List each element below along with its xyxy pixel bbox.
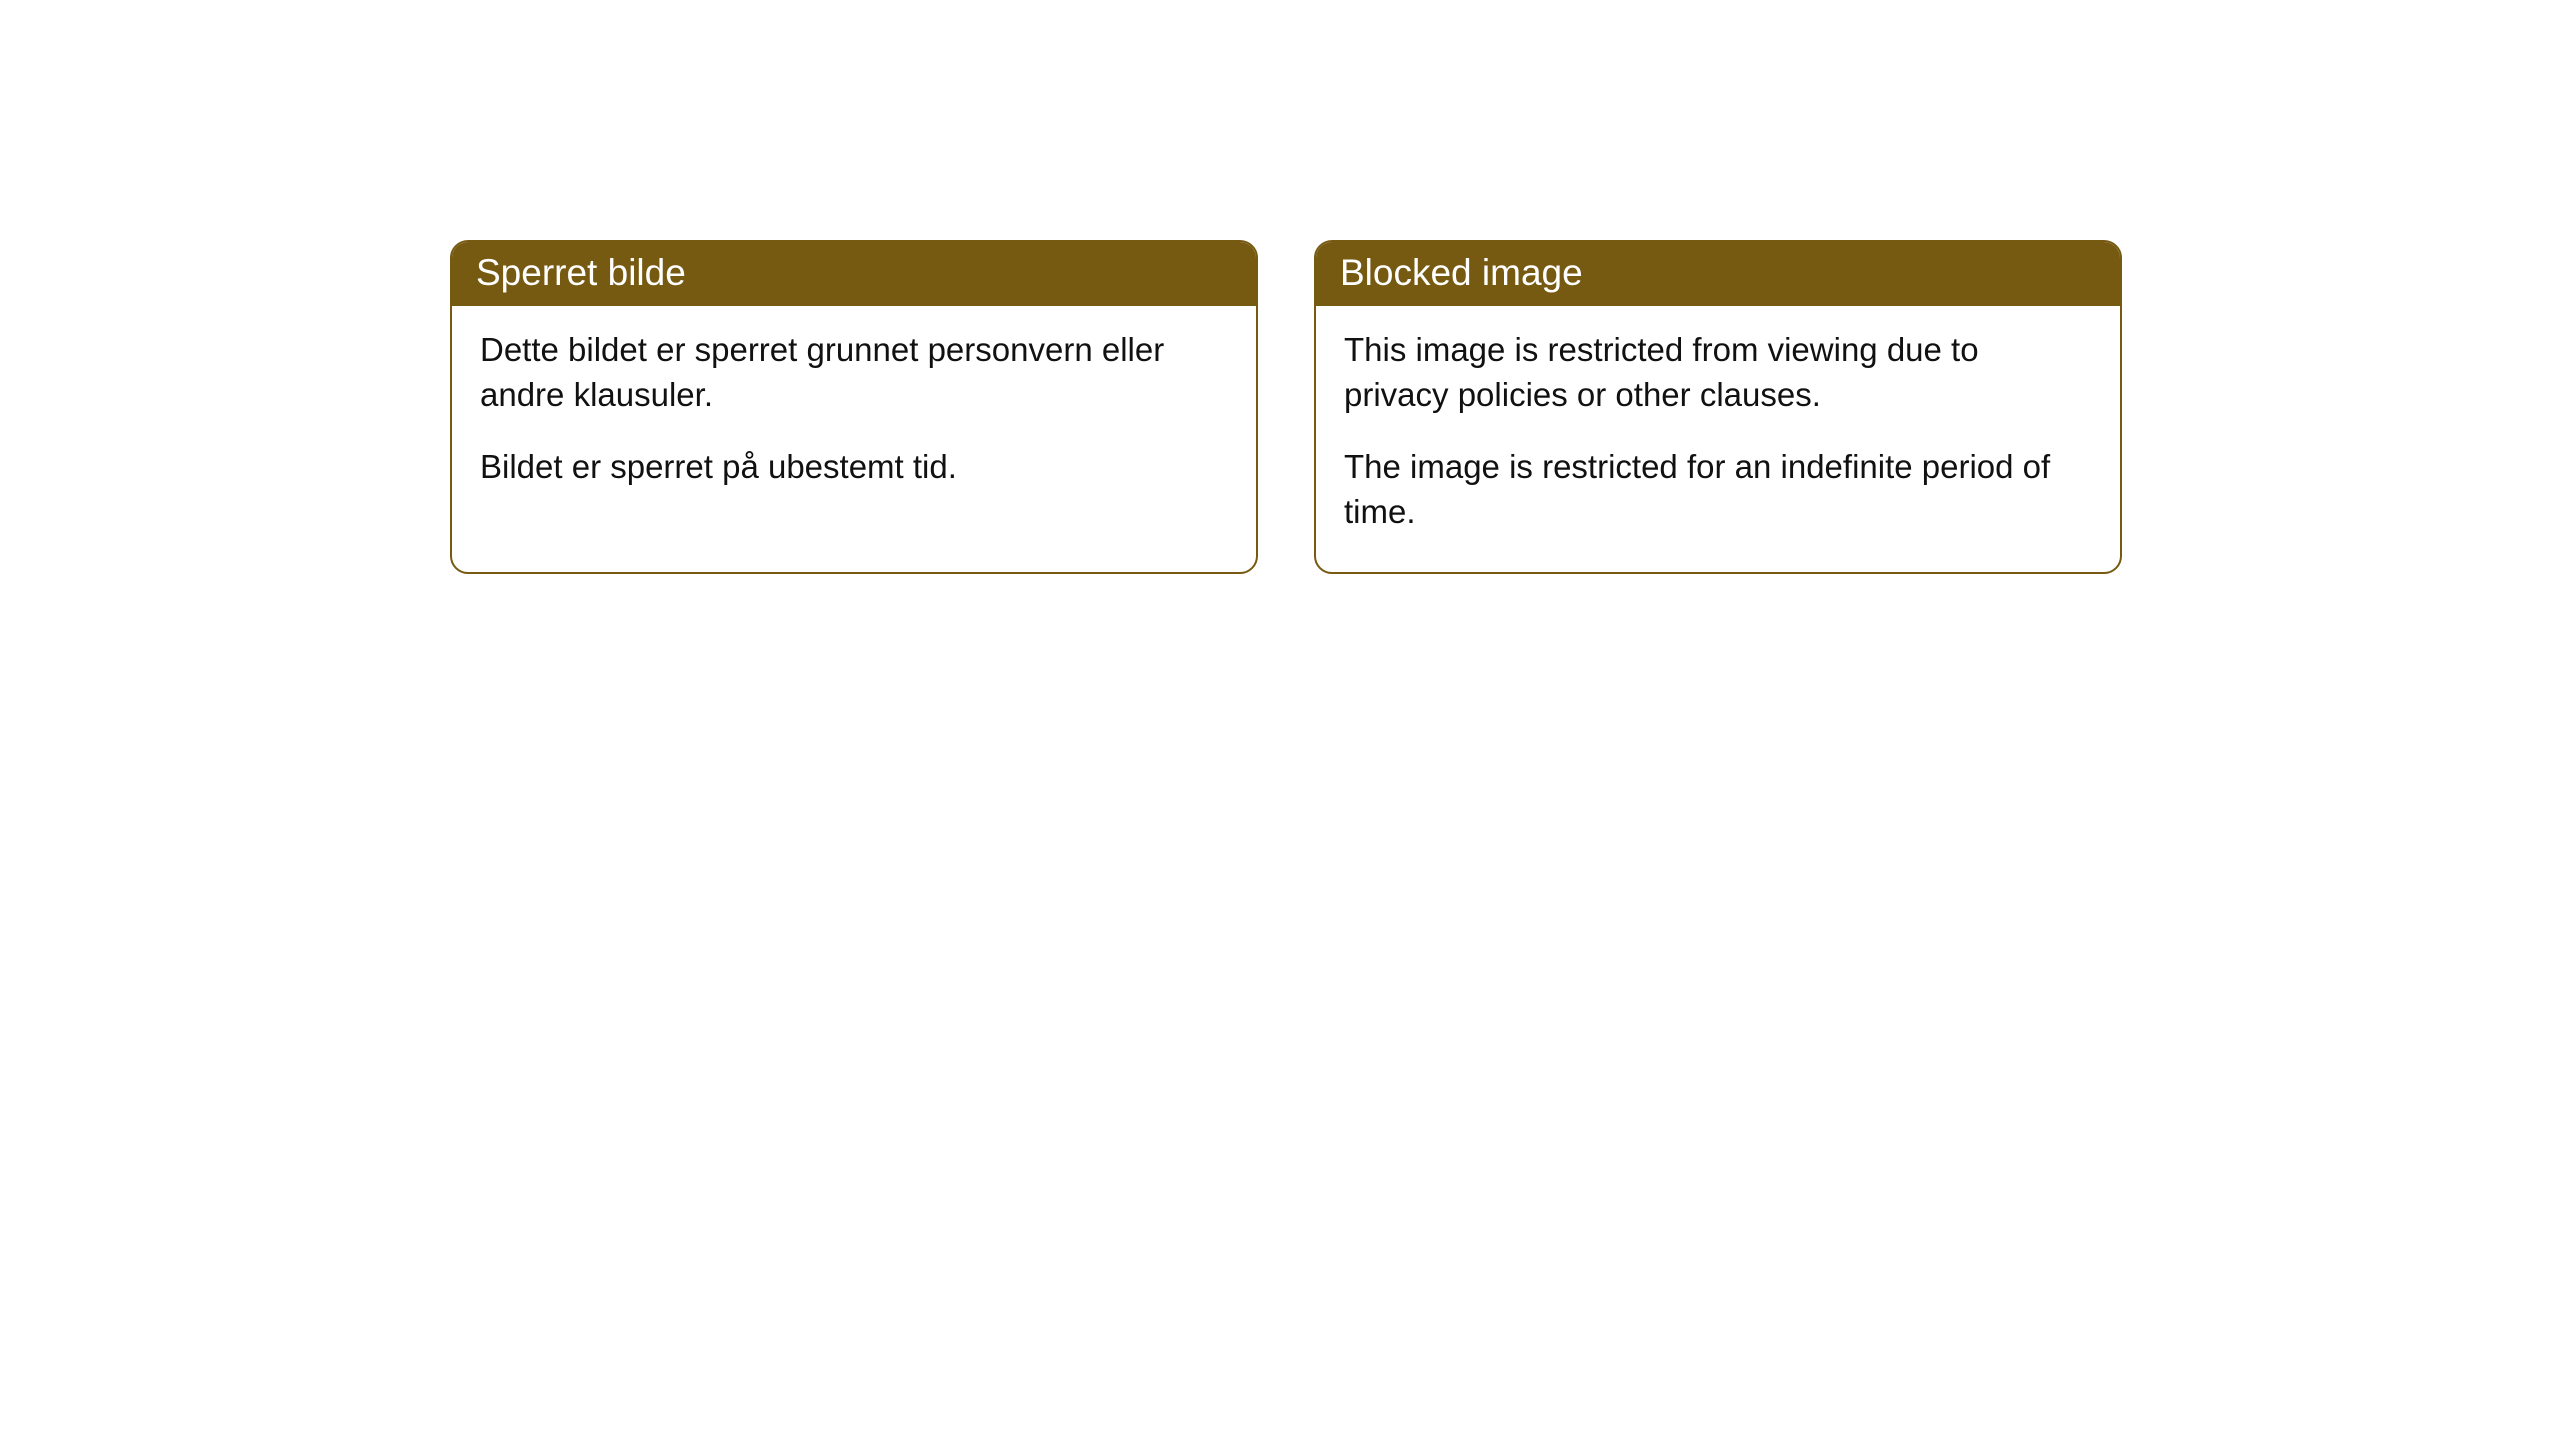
card-text-no-2: Bildet er sperret på ubestemt tid.	[480, 445, 1228, 490]
notice-container: Sperret bilde Dette bildet er sperret gr…	[450, 240, 2122, 574]
card-title-en: Blocked image	[1340, 252, 1583, 293]
card-title-no: Sperret bilde	[476, 252, 686, 293]
card-text-no-1: Dette bildet er sperret grunnet personve…	[480, 328, 1228, 417]
card-header-en: Blocked image	[1316, 242, 2120, 306]
card-text-en-2: The image is restricted for an indefinit…	[1344, 445, 2092, 534]
card-header-no: Sperret bilde	[452, 242, 1256, 306]
blocked-image-card-en: Blocked image This image is restricted f…	[1314, 240, 2122, 574]
card-body-no: Dette bildet er sperret grunnet personve…	[452, 306, 1256, 528]
blocked-image-card-no: Sperret bilde Dette bildet er sperret gr…	[450, 240, 1258, 574]
card-body-en: This image is restricted from viewing du…	[1316, 306, 2120, 572]
card-text-en-1: This image is restricted from viewing du…	[1344, 328, 2092, 417]
